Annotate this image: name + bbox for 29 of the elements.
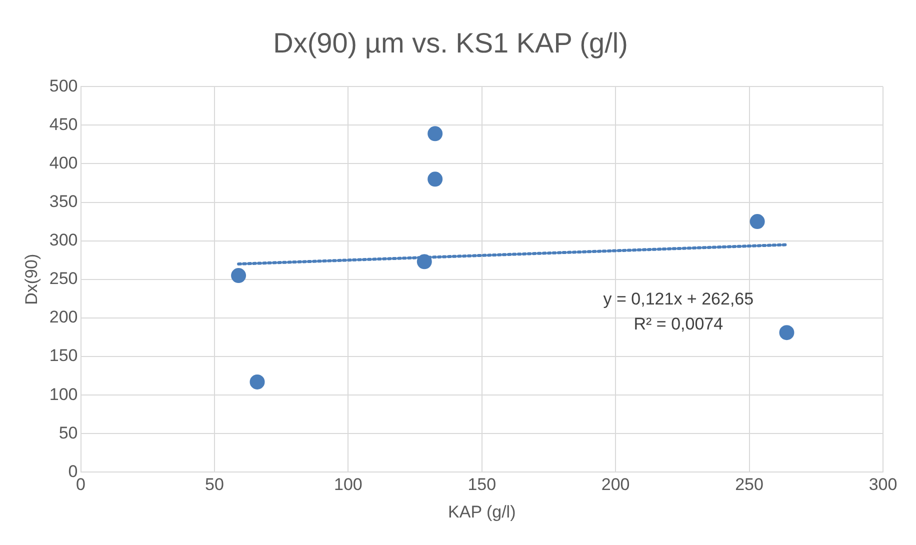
y-tick-label: 250 bbox=[49, 269, 78, 288]
y-axis-title: Dx(90) bbox=[22, 254, 41, 305]
chart-title: Dx(90) µm vs. KS1 KAP (g/l) bbox=[273, 28, 628, 59]
point bbox=[750, 214, 765, 230]
x-tick-label: 250 bbox=[735, 475, 764, 494]
y-tick-label: 200 bbox=[49, 308, 78, 327]
annotation: R² = 0,0074 bbox=[634, 314, 724, 334]
x-tick-label: 100 bbox=[334, 475, 362, 494]
y-tick-label: 350 bbox=[49, 192, 78, 211]
y-tick-label: 0 bbox=[68, 462, 78, 481]
point bbox=[250, 374, 265, 390]
point bbox=[231, 268, 246, 284]
y-tick-label: 400 bbox=[49, 153, 78, 172]
point bbox=[416, 254, 432, 270]
annotation: y = 0,121x + 262,65 bbox=[603, 289, 754, 308]
y-tick-label: 150 bbox=[49, 346, 78, 366]
x-tick-label: 300 bbox=[868, 475, 898, 494]
point bbox=[779, 325, 794, 340]
y-tick-label: 50 bbox=[58, 423, 78, 442]
point bbox=[428, 126, 443, 142]
point bbox=[428, 172, 443, 187]
y-tick-label: 300 bbox=[49, 230, 78, 250]
y-tick-label: 500 bbox=[49, 76, 78, 96]
x-tick-label: 200 bbox=[601, 475, 630, 494]
y-tick-label: 100 bbox=[49, 384, 78, 404]
x-tick-label: 150 bbox=[468, 475, 496, 494]
y-tick-label: 450 bbox=[49, 114, 78, 134]
x-tick-label: 50 bbox=[205, 475, 224, 494]
x-axis-title: KAP (g/l) bbox=[448, 502, 516, 522]
